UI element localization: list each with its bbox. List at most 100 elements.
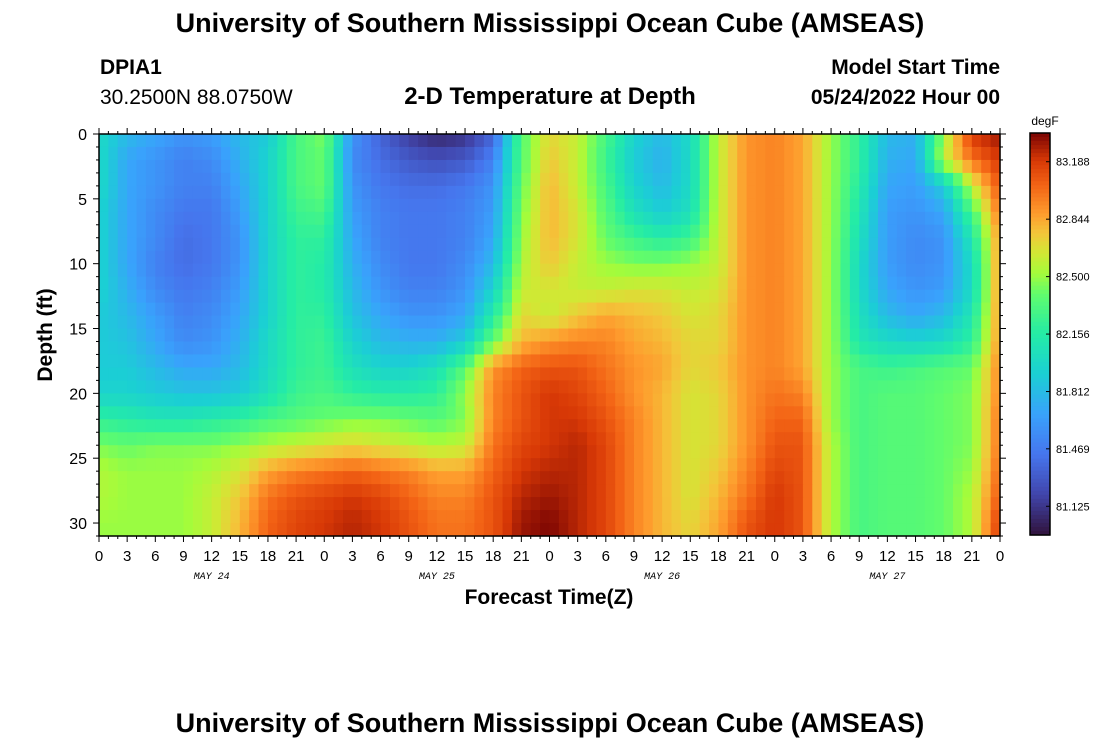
- heatmap-cell: [343, 341, 354, 356]
- heatmap-cell: [399, 172, 410, 187]
- heatmap-cell: [981, 289, 992, 304]
- heatmap-cell: [737, 497, 748, 511]
- heatmap-cell: [202, 224, 213, 239]
- heatmap-cell: [418, 432, 429, 446]
- heatmap-cell: [709, 289, 720, 304]
- heatmap-cell: [155, 445, 166, 459]
- heatmap-cell: [361, 484, 372, 498]
- y-tick-label: 20: [69, 386, 87, 403]
- heatmap-cell: [953, 211, 964, 226]
- heatmap-cell: [765, 276, 776, 291]
- heatmap-cell: [483, 211, 494, 226]
- heatmap-cell: [877, 380, 888, 394]
- heatmap-cell: [427, 471, 438, 485]
- heatmap-cell: [981, 172, 992, 187]
- heatmap-cell: [389, 134, 400, 148]
- heatmap-cell: [446, 198, 457, 213]
- colorbar-segment: [1030, 281, 1050, 287]
- heatmap-cell: [221, 393, 231, 407]
- heatmap-cell: [737, 237, 748, 252]
- heatmap-cell: [727, 471, 738, 485]
- heatmap-cell: [164, 471, 175, 485]
- heatmap-cell: [493, 289, 504, 304]
- heatmap-cell: [408, 419, 419, 433]
- heatmap-cell: [324, 185, 335, 200]
- heatmap-cell: [465, 198, 476, 213]
- heatmap-cell: [953, 497, 964, 511]
- heatmap-cell: [474, 315, 485, 330]
- heatmap-cell: [755, 263, 766, 278]
- heatmap-cell: [793, 406, 804, 420]
- heatmap-cell: [380, 211, 391, 226]
- heatmap-cell: [183, 445, 194, 459]
- heatmap-cell: [127, 510, 138, 524]
- heatmap-cell: [211, 224, 222, 239]
- heatmap-cell: [99, 484, 109, 498]
- heatmap-cell: [127, 341, 138, 356]
- heatmap-cell: [399, 380, 410, 394]
- heatmap-cell: [821, 289, 832, 304]
- heatmap-cell: [427, 237, 438, 252]
- heatmap-cell: [849, 237, 860, 252]
- heatmap-cell: [671, 134, 682, 148]
- heatmap-cell: [249, 172, 260, 187]
- heatmap-cell: [652, 263, 663, 278]
- heatmap-cell: [230, 510, 241, 524]
- heatmap-cell: [99, 380, 109, 394]
- heatmap-cell: [371, 315, 382, 330]
- heatmap-cell: [511, 263, 522, 278]
- heatmap-cell: [465, 224, 476, 239]
- heatmap-cell: [483, 367, 494, 381]
- colorbar-segment: [1030, 450, 1050, 456]
- heatmap-cell: [305, 315, 316, 330]
- heatmap-cell: [192, 276, 203, 291]
- heatmap-cell: [943, 198, 954, 213]
- heatmap-cell: [305, 263, 316, 278]
- heatmap-cell: [427, 510, 438, 524]
- heatmap-cell: [202, 315, 213, 330]
- heatmap-cell: [136, 458, 147, 472]
- heatmap-cell: [145, 497, 156, 511]
- heatmap-cell: [981, 134, 992, 148]
- heatmap-cell: [662, 354, 673, 369]
- heatmap-cell: [924, 315, 935, 330]
- heatmap-cell: [474, 510, 485, 524]
- heatmap-cell: [211, 263, 222, 278]
- heatmap-cell: [868, 406, 879, 420]
- heatmap-cell: [849, 198, 860, 213]
- heatmap-cell: [784, 328, 795, 343]
- heatmap-cell: [296, 289, 307, 304]
- heatmap-cell: [568, 224, 579, 239]
- heatmap-cell: [145, 302, 156, 317]
- heatmap-cell: [352, 523, 363, 537]
- heatmap-cell: [887, 224, 898, 239]
- colorbar-segment: [1030, 366, 1050, 371]
- heatmap-cell: [633, 146, 644, 161]
- heatmap-cell: [324, 367, 335, 381]
- heatmap-cell: [793, 172, 804, 187]
- heatmap-cell: [568, 341, 579, 356]
- x-axis-title: Forecast Time(Z): [465, 586, 634, 609]
- heatmap-cell: [333, 354, 344, 369]
- heatmap-cell: [361, 237, 372, 252]
- heatmap-cell: [915, 289, 926, 304]
- heatmap-cell: [990, 445, 1001, 459]
- heatmap-cell: [624, 289, 635, 304]
- y-axis-title: Depth (ft): [34, 288, 57, 381]
- heatmap-cell: [418, 159, 429, 174]
- heatmap-cell: [267, 341, 278, 356]
- heatmap-cell: [380, 289, 391, 304]
- colorbar-segment: [1030, 354, 1050, 359]
- heatmap-cell: [446, 354, 457, 369]
- heatmap-cell: [615, 198, 626, 213]
- heatmap-cell: [793, 211, 804, 226]
- heatmap-cell: [577, 185, 588, 200]
- heatmap-cell: [812, 341, 823, 356]
- heatmap-cell: [596, 185, 607, 200]
- heatmap-cell: [943, 432, 954, 446]
- heatmap-cell: [493, 497, 504, 511]
- heatmap-cell: [624, 328, 635, 343]
- heatmap-cell: [286, 146, 297, 161]
- heatmap-cell: [680, 328, 691, 343]
